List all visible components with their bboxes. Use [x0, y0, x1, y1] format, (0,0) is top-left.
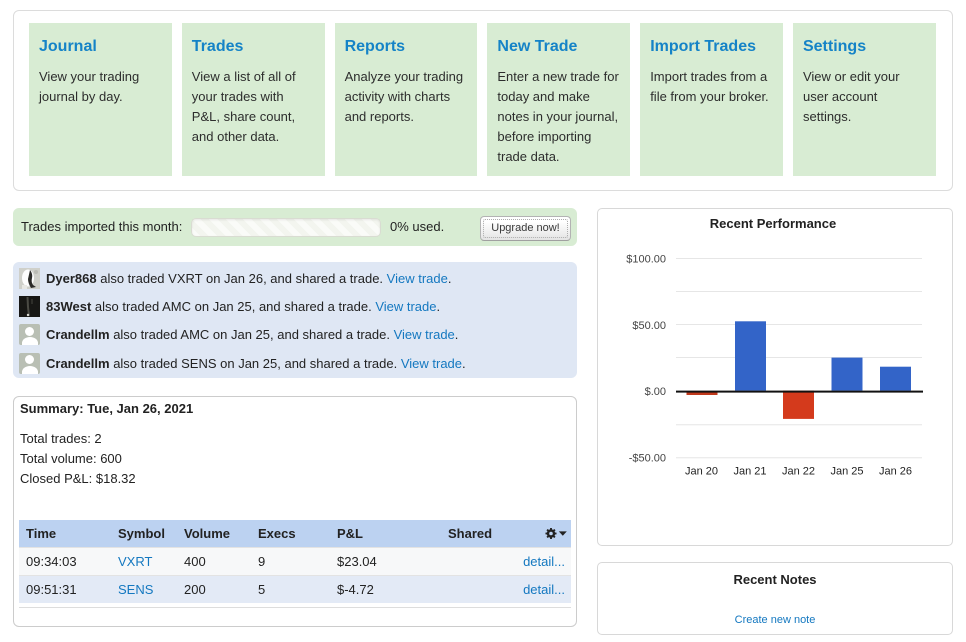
- svg-text:$.00: $.00: [645, 386, 666, 398]
- svg-text:$100.00: $100.00: [626, 254, 666, 266]
- svg-text:$50.00: $50.00: [632, 320, 666, 332]
- svg-text:Jan 26: Jan 26: [879, 466, 912, 478]
- svg-text:Jan 22: Jan 22: [782, 466, 815, 478]
- svg-text:Jan 21: Jan 21: [733, 466, 766, 478]
- svg-text:-$50.00: -$50.00: [629, 452, 666, 464]
- svg-text:Jan 20: Jan 20: [685, 466, 718, 478]
- svg-text:Recent Performance: Recent Performance: [710, 216, 836, 231]
- svg-text:Jan 25: Jan 25: [830, 466, 863, 478]
